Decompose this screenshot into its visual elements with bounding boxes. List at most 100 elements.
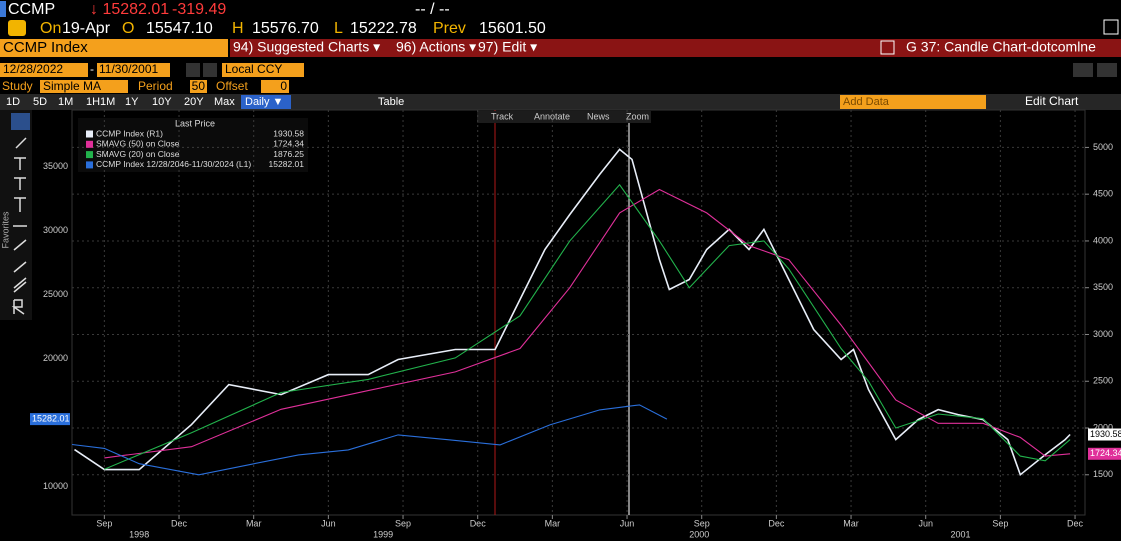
x-tick-label: Mar — [843, 518, 859, 528]
legend-swatch — [86, 151, 93, 159]
x-tick-label: Dec — [470, 518, 487, 528]
undo-button[interactable] — [1073, 63, 1093, 77]
channel-tool[interactable] — [13, 277, 27, 293]
sidebar-tools — [11, 137, 27, 315]
y2-tick-label: 4500 — [1093, 189, 1113, 199]
menu-item[interactable]: 97) Edit ▾ — [478, 39, 537, 55]
legend-value: 1876.25 — [273, 149, 304, 159]
legend-name: SMAVG (20) on Close — [96, 149, 180, 159]
y-tick-label: 30000 — [43, 225, 68, 235]
table-button[interactable]: Table — [378, 96, 404, 108]
last-value-label: 15282.01 — [32, 413, 70, 423]
percent-tool[interactable] — [14, 157, 26, 170]
series-line — [104, 188, 1071, 459]
chart-tool[interactable]: Track — [491, 111, 514, 121]
chart-tool[interactable]: News — [587, 111, 610, 121]
net-change: -319.49 — [172, 1, 226, 18]
series-line — [71, 404, 668, 476]
x-tick-label: Mar — [545, 518, 561, 528]
y2-tick-label: 3000 — [1093, 329, 1113, 339]
redo-button[interactable] — [1097, 63, 1117, 77]
frequency-select[interactable] — [241, 95, 291, 109]
y-tick-label: 10000 — [43, 481, 68, 491]
study[interactable]: Simple MA — [43, 79, 101, 93]
x-tick-label: Jun — [620, 518, 635, 528]
legend-value: 1930.58 — [273, 128, 304, 138]
range-button[interactable]: 1D — [6, 96, 20, 108]
frequency[interactable]: Daily ▼ — [245, 96, 283, 108]
offset-input[interactable] — [261, 80, 289, 93]
chart-tool[interactable]: Zoom — [626, 111, 649, 121]
currency-select[interactable] — [222, 63, 304, 77]
select-tool[interactable] — [11, 113, 30, 130]
period-label: Period — [138, 79, 173, 93]
y2-tick-label: 3500 — [1093, 282, 1113, 292]
currency[interactable]: Local CCY — [225, 62, 282, 76]
x-tick-label: Jun — [918, 518, 933, 528]
study-select[interactable] — [40, 80, 128, 93]
fib-tool[interactable] — [14, 177, 26, 190]
reset-tool[interactable] — [11, 299, 25, 315]
y2-tick-label: 1500 — [1093, 469, 1113, 479]
open-icon[interactable] — [880, 40, 895, 55]
period[interactable]: 50 — [192, 79, 206, 93]
add-data-input[interactable] — [840, 95, 986, 109]
x-tick-label: Mar — [246, 518, 262, 528]
series-line — [74, 148, 1071, 477]
alert-icon[interactable] — [8, 20, 26, 36]
edit-chart[interactable]: Edit Chart — [1025, 94, 1079, 108]
end-date[interactable]: 11/30/2001 — [99, 62, 158, 76]
x-tick-label: Sep — [395, 518, 411, 528]
menu-item[interactable]: 96) Actions ▾ — [396, 39, 476, 55]
x-tick-label: Dec — [171, 518, 188, 528]
last-value-tag — [1088, 447, 1121, 460]
open: 15547.10 — [146, 20, 213, 37]
year-label: 2000 — [689, 529, 709, 539]
range-button[interactable]: 1M — [58, 96, 73, 108]
legend-swatch — [86, 140, 93, 148]
menu-item[interactable]: 94) Suggested Charts ▾ — [233, 39, 380, 55]
legend-name: SMAVG (50) on Close — [96, 139, 180, 149]
ray-tool[interactable] — [13, 261, 27, 273]
range-button[interactable]: 20Y — [184, 96, 204, 108]
next-button[interactable] — [203, 63, 217, 77]
range-button[interactable]: 1Y — [125, 96, 139, 108]
y-tick-label: 20000 — [43, 353, 68, 363]
range-button[interactable]: 5D — [33, 96, 47, 108]
add-data[interactable]: Add Data — [843, 96, 890, 108]
on-label: On — [40, 20, 61, 37]
start-date-input[interactable] — [0, 63, 88, 77]
last-value-tag — [1088, 428, 1121, 441]
start-date[interactable]: 12/28/2022 — [3, 62, 63, 76]
legend-box — [78, 118, 308, 172]
ticker-marker — [0, 1, 6, 17]
legend-swatch — [86, 130, 93, 138]
range-button[interactable]: Max — [214, 96, 235, 108]
trend-tool[interactable] — [13, 239, 27, 251]
year-label: 1998 — [129, 529, 149, 539]
last-price: ↓ 15282.01 — [90, 1, 169, 18]
draw-tool[interactable] — [15, 137, 27, 149]
legend-name: CCMP Index 12/28/2046-11/30/2024 (L1) — [96, 159, 251, 169]
offset[interactable]: 0 — [280, 79, 287, 93]
close-icon[interactable] — [1103, 19, 1119, 35]
prev-button[interactable] — [186, 63, 200, 77]
prev: 15601.50 — [479, 20, 546, 37]
range-button[interactable]: 1H1M — [86, 96, 115, 108]
chart-toolbar — [477, 111, 651, 123]
date: 19-Apr — [62, 20, 111, 37]
low-label: L — [334, 20, 343, 37]
x-tick-label: Jun — [321, 518, 336, 528]
text-tool[interactable] — [14, 197, 26, 212]
range-button[interactable]: 10Y — [152, 96, 172, 108]
high: 15576.70 — [252, 20, 319, 37]
security-box[interactable] — [0, 39, 228, 57]
y-tick-label: 35000 — [43, 161, 68, 171]
y2-tick-label: 5000 — [1093, 142, 1113, 152]
period-input[interactable] — [190, 80, 207, 93]
year-label: 1999 — [373, 529, 393, 539]
sidebar-label: Favorites — [0, 211, 10, 249]
x-tick-label: Dec — [768, 518, 785, 528]
end-date-input[interactable] — [97, 63, 170, 77]
